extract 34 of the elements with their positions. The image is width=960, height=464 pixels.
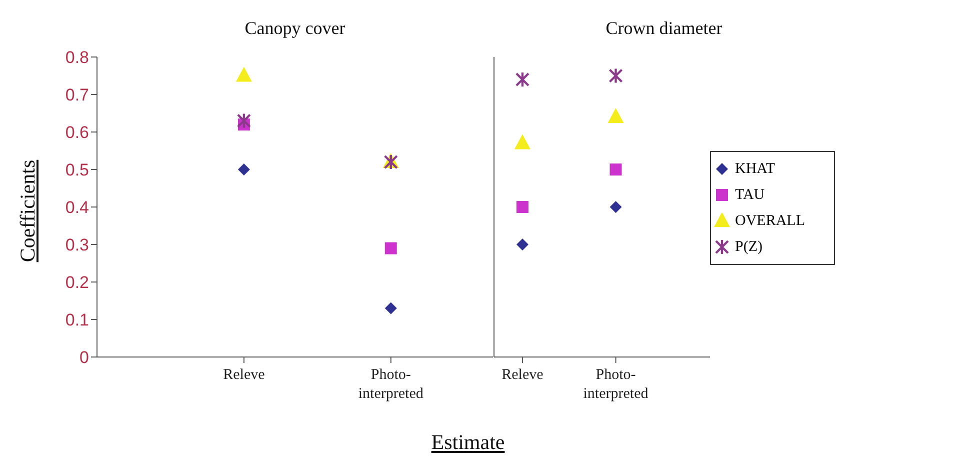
point	[608, 108, 624, 123]
point	[384, 242, 397, 254]
y-tick-label: 0	[80, 348, 89, 368]
y-tick-label: 0.7	[65, 86, 89, 105]
legend-label: P(Z)	[735, 238, 762, 256]
y-tick-label: 0.8	[65, 48, 89, 68]
x-tick-label: Photo-interpreted	[583, 367, 649, 402]
legend-label: KHAT	[735, 160, 775, 178]
point	[610, 201, 622, 213]
x-axis-title: Estimate	[430, 430, 506, 455]
legend-label: TAU	[735, 186, 765, 204]
point	[236, 112, 252, 129]
y-tick-label: 0.3	[65, 236, 89, 255]
x-tick-label: Releve	[223, 367, 266, 383]
point	[514, 134, 530, 150]
point	[238, 164, 250, 176]
point	[608, 68, 623, 84]
point	[516, 201, 528, 213]
point	[236, 66, 252, 82]
y-tick-label: 0.6	[65, 123, 89, 142]
point	[384, 302, 397, 314]
x-tick-label: Photo-interpreted	[358, 367, 424, 402]
point	[516, 238, 528, 250]
point	[610, 164, 622, 176]
legend-label: OVERALL	[735, 212, 805, 230]
point	[515, 71, 530, 88]
y-axis-title: Coefficients	[16, 160, 40, 262]
y-tick-label: 0.2	[65, 273, 89, 292]
chart-title: Canopy cover	[244, 18, 346, 39]
chart-title: Crown diameter	[604, 18, 724, 39]
x-tick-label: Releve	[502, 367, 544, 383]
y-tick-label: 0.5	[65, 160, 89, 180]
y-tick-label: 0.4	[65, 198, 89, 218]
y-tick-label: 0.1	[65, 310, 89, 330]
